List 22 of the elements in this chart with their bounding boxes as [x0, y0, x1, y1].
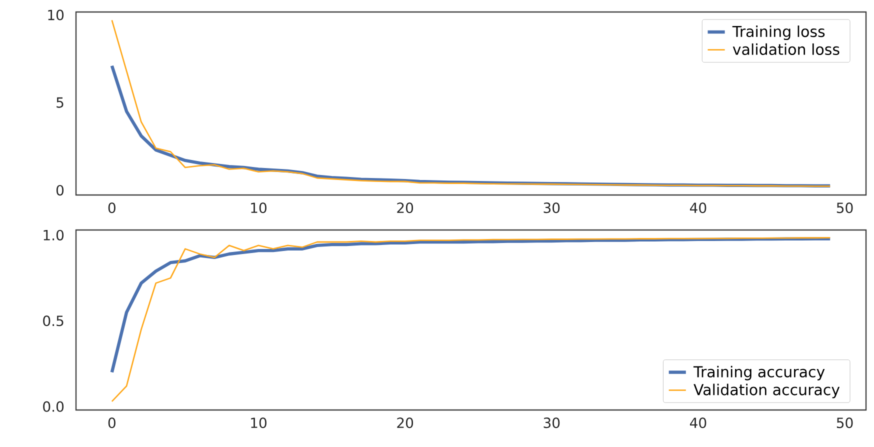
- legend-label: Training loss: [732, 26, 825, 40]
- y-tick-label: 10: [48, 10, 64, 20]
- x-tick-label: 50: [836, 202, 853, 214]
- y-tick-label: 0: [56, 184, 64, 196]
- x-tick-label: 30: [544, 202, 560, 214]
- y-tick-label: 0.0: [43, 401, 64, 412]
- x-tick-label: 40: [690, 202, 706, 214]
- legend-label: Validation accuracy: [694, 384, 840, 398]
- legend-label: Training accuracy: [693, 366, 825, 380]
- x-tick-label: 40: [690, 418, 706, 428]
- x-tick-label: 0: [108, 418, 116, 428]
- x-tick-label: 10: [251, 202, 266, 214]
- x-tick-label: 30: [544, 418, 560, 428]
- y-tick-label: 5: [56, 97, 64, 108]
- x-tick-label: 20: [397, 202, 414, 214]
- y-tick-label: 0.5: [43, 316, 64, 326]
- y-tick-label: 1.0: [44, 230, 64, 240]
- x-tick-label: 0: [108, 202, 116, 214]
- legend-label: validation loss: [732, 43, 840, 56]
- x-tick-label: 50: [836, 418, 853, 428]
- x-tick-label: 10: [251, 418, 266, 428]
- x-tick-label: 20: [397, 418, 414, 428]
